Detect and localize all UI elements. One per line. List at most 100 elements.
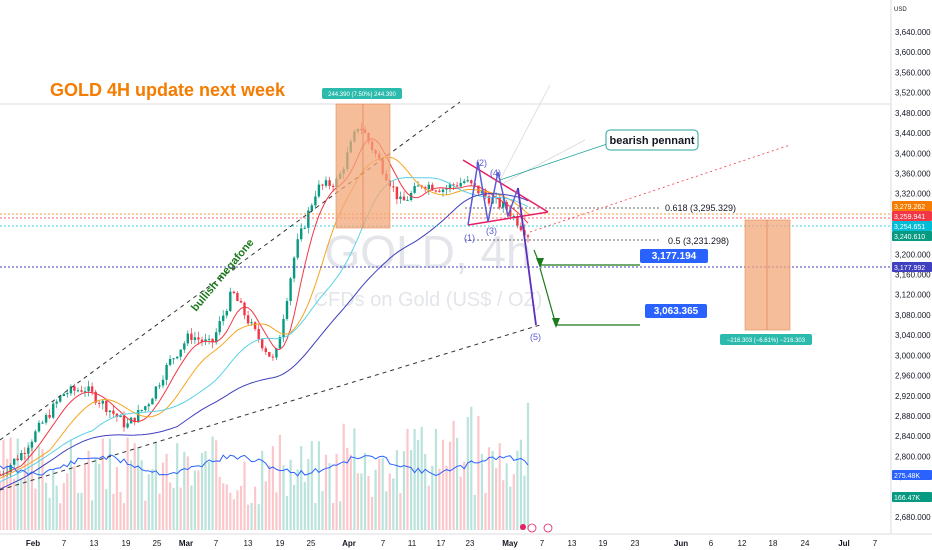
y-tick-label: 3,080.000 xyxy=(895,311,931,320)
volume-bar xyxy=(62,483,65,530)
candle-body xyxy=(292,257,296,279)
candle-body xyxy=(207,338,211,340)
candle-body xyxy=(314,196,317,206)
volume-bar xyxy=(190,485,193,530)
volume-bar xyxy=(236,490,239,530)
candle-body xyxy=(37,422,41,432)
volume-bar xyxy=(452,420,455,530)
volume-bar xyxy=(310,441,313,530)
volume-bar xyxy=(448,441,452,530)
x-tick-label: 23 xyxy=(466,539,475,548)
candle-body xyxy=(55,401,58,404)
volume-bar xyxy=(112,493,115,530)
volume-bar xyxy=(41,448,44,530)
volume-bar xyxy=(105,489,108,530)
candle-body xyxy=(392,186,395,188)
candle-body xyxy=(239,301,243,303)
x-tick-label: Mar xyxy=(179,539,193,548)
volume-bar xyxy=(52,469,55,530)
volume-bar xyxy=(385,491,388,530)
candle-body xyxy=(218,321,221,333)
red-dotted-trend xyxy=(529,144,791,233)
candle-body xyxy=(147,404,150,407)
volume-bar xyxy=(197,470,200,530)
candle-body xyxy=(225,311,228,316)
volume-bar xyxy=(94,457,97,530)
y-tick-label: 3,520.000 xyxy=(895,89,931,98)
price-badge-label: 3,177.992 xyxy=(894,265,925,272)
volume-bar xyxy=(176,443,179,530)
candle-body xyxy=(13,458,16,465)
volume-bar xyxy=(211,436,214,530)
volume-bar xyxy=(115,466,118,530)
target2-badge xyxy=(645,304,707,318)
volume-bar xyxy=(158,493,161,530)
candle-body xyxy=(140,410,143,411)
candle-body xyxy=(253,322,257,329)
volume-bar xyxy=(165,453,168,530)
x-tick-label: 12 xyxy=(738,539,747,548)
x-tick-label: 24 xyxy=(801,539,810,548)
volume-bar xyxy=(172,487,175,530)
volume-bar xyxy=(466,417,469,530)
volume-bar xyxy=(360,473,363,530)
range-down-badge xyxy=(720,334,812,345)
candle-body xyxy=(16,458,19,460)
volume-bar xyxy=(154,441,157,530)
candle-body xyxy=(80,390,83,392)
candle-body xyxy=(105,400,108,412)
candle-body xyxy=(30,441,34,448)
candle-body xyxy=(108,410,112,412)
candle-body xyxy=(9,464,12,472)
x-tick-label: 7 xyxy=(540,539,545,548)
volume-bar xyxy=(502,480,505,530)
volume-bar xyxy=(282,465,285,530)
volume-bar xyxy=(321,491,324,530)
event-icon[interactable] xyxy=(520,524,526,530)
candle-body xyxy=(466,180,469,182)
target2-label: 3,063.365 xyxy=(654,306,699,317)
candle-body xyxy=(23,453,26,454)
candle-body xyxy=(34,431,37,442)
y-tick-label: 3,480.000 xyxy=(895,109,931,118)
currency-label: USD xyxy=(894,7,907,13)
candle-body xyxy=(441,189,445,192)
candle-body xyxy=(62,393,65,396)
candle-body xyxy=(395,186,399,200)
moving-average-line xyxy=(0,193,529,490)
price-badge xyxy=(892,211,932,221)
x-tick-label: May xyxy=(502,539,518,548)
volume-bar xyxy=(495,468,498,530)
volume-bar xyxy=(2,439,5,530)
candle-body xyxy=(137,410,140,423)
volume-bar xyxy=(402,451,406,530)
volume-bar xyxy=(342,423,345,530)
candle-body xyxy=(222,315,225,322)
megafone-lower-line xyxy=(0,324,541,491)
volume-bar xyxy=(243,461,246,530)
candle-body xyxy=(52,403,55,418)
y-tick-label: 3,320.000 xyxy=(895,190,931,199)
candle-body xyxy=(158,385,161,387)
candle-body xyxy=(519,225,523,231)
x-tick-label: 18 xyxy=(769,539,778,548)
candle-body xyxy=(94,391,97,403)
flag-icon-1[interactable] xyxy=(527,523,537,533)
volume-bar xyxy=(388,473,391,530)
flag-icon-2[interactable] xyxy=(543,523,553,533)
volume-bar xyxy=(487,447,491,530)
volume-bar xyxy=(349,454,352,530)
candle-body xyxy=(526,235,530,237)
volume-bar xyxy=(314,503,317,530)
y-tick-label: 2,680.000 xyxy=(895,513,931,522)
volume-bar xyxy=(293,484,296,530)
candle-body xyxy=(268,352,271,357)
volume-bar xyxy=(395,450,398,530)
candle-body xyxy=(261,339,264,349)
range-box-down xyxy=(744,219,791,331)
y-tick-label: 2,960.000 xyxy=(895,372,931,381)
volume-bar xyxy=(413,429,416,530)
candle-body xyxy=(76,390,80,392)
x-tick-label: 19 xyxy=(276,539,285,548)
volume-bar xyxy=(381,457,384,530)
